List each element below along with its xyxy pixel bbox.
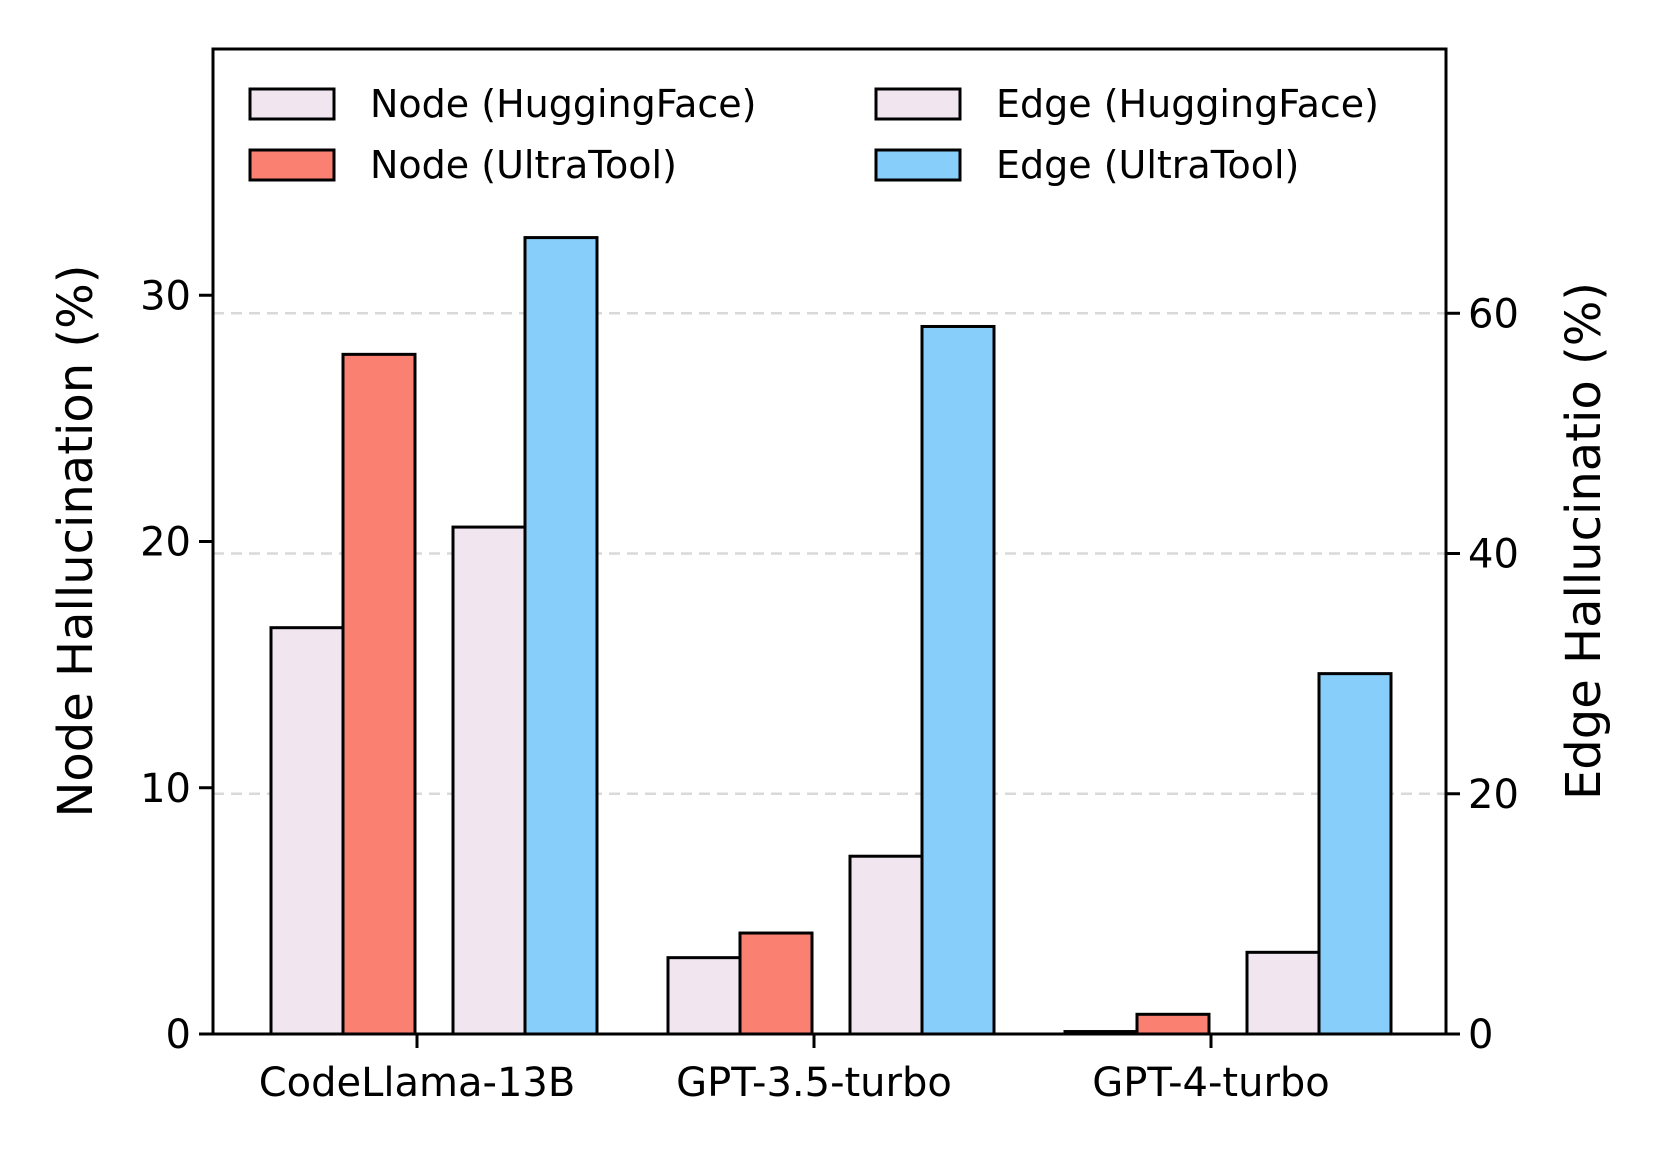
bar-edge-ultratool-codellama-13b — [523, 236, 599, 1036]
x-tick-label: CodeLlama-13B — [259, 1060, 576, 1106]
legend-label-edge-ultratool: Edge (UltraTool) — [996, 143, 1299, 187]
bar-node-ultratool-gpt-4-turbo — [1135, 1012, 1211, 1036]
left-axis-label: Node Hallucination (%) — [48, 265, 104, 818]
x-axis-ticks: CodeLlama-13B GPT-3.5-turbo GPT-4-turbo — [259, 1034, 1330, 1106]
left-tick-label: 20 — [140, 520, 191, 566]
left-tick-label: 30 — [140, 273, 191, 319]
bar-edge-huggingface-gpt-3-5-turbo — [848, 854, 924, 1036]
bar-node-ultratool-codellama-13b — [341, 352, 417, 1036]
grid-lines — [213, 312, 1446, 796]
legend: Node (HuggingFace) Node (UltraTool) Edge (… — [248, 82, 1379, 187]
bar-node-huggingface-codellama-13b — [269, 626, 345, 1036]
x-tick-label: GPT-3.5-turbo — [676, 1060, 952, 1106]
right-tick-label: 60 — [1468, 291, 1519, 337]
bar-edge-ultratool-gpt-3-5-turbo — [920, 324, 996, 1036]
left-axis-ticks: 0 10 20 30 — [140, 273, 213, 1058]
legend-swatch-node-huggingface — [248, 87, 336, 121]
left-tick-label: 0 — [166, 1012, 191, 1058]
right-tick-label: 0 — [1468, 1012, 1493, 1058]
x-tick-label: GPT-4-turbo — [1092, 1060, 1330, 1106]
right-axis-label: Edge Hallucinatio (%) — [1556, 282, 1612, 800]
bars — [269, 236, 1393, 1036]
legend-label-edge-huggingface: Edge (HuggingFace) — [996, 82, 1379, 126]
bar-edge-huggingface-codellama-13b — [451, 525, 527, 1036]
legend-label-node-ultratool: Node (UltraTool) — [370, 143, 677, 187]
legend-swatch-edge-huggingface — [874, 87, 962, 121]
left-tick-label: 10 — [140, 766, 191, 812]
right-tick-label: 20 — [1468, 772, 1519, 818]
bar-edge-ultratool-gpt-4-turbo — [1317, 672, 1393, 1036]
right-axis-ticks: 0 20 40 60 — [1446, 291, 1519, 1058]
right-tick-label: 40 — [1468, 532, 1519, 578]
legend-label-node-huggingface: Node (HuggingFace) — [370, 82, 757, 126]
legend-swatch-node-ultratool — [248, 148, 336, 182]
bar-edge-huggingface-gpt-4-turbo — [1245, 950, 1321, 1036]
bar-node-huggingface-gpt-3-5-turbo — [666, 956, 742, 1036]
bar-node-ultratool-gpt-3-5-turbo — [738, 931, 814, 1036]
legend-swatch-edge-ultratool — [874, 148, 962, 182]
